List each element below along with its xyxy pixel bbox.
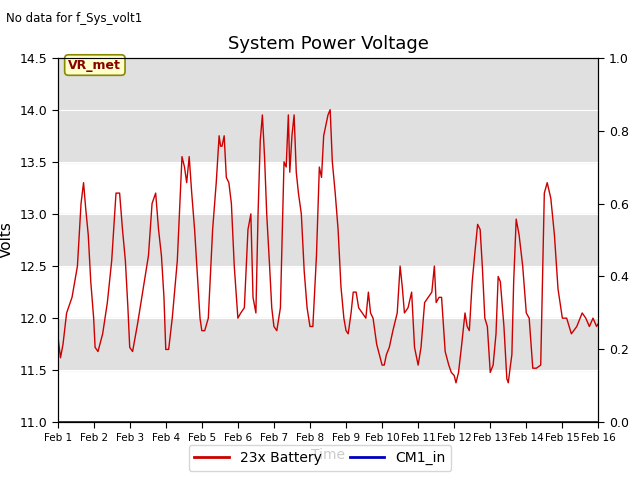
Bar: [58, 318, 598, 370]
Text: No data for f_Sys_volt1: No data for f_Sys_volt1: [6, 12, 143, 25]
X-axis label: Time: Time: [311, 448, 345, 462]
Legend: 23x Battery, CM1_in: 23x Battery, CM1_in: [189, 445, 451, 471]
Y-axis label: Volts: Volts: [0, 222, 14, 258]
Bar: [58, 214, 598, 266]
Text: VR_met: VR_met: [68, 59, 122, 72]
Title: System Power Voltage: System Power Voltage: [228, 35, 428, 53]
Bar: [58, 58, 598, 162]
